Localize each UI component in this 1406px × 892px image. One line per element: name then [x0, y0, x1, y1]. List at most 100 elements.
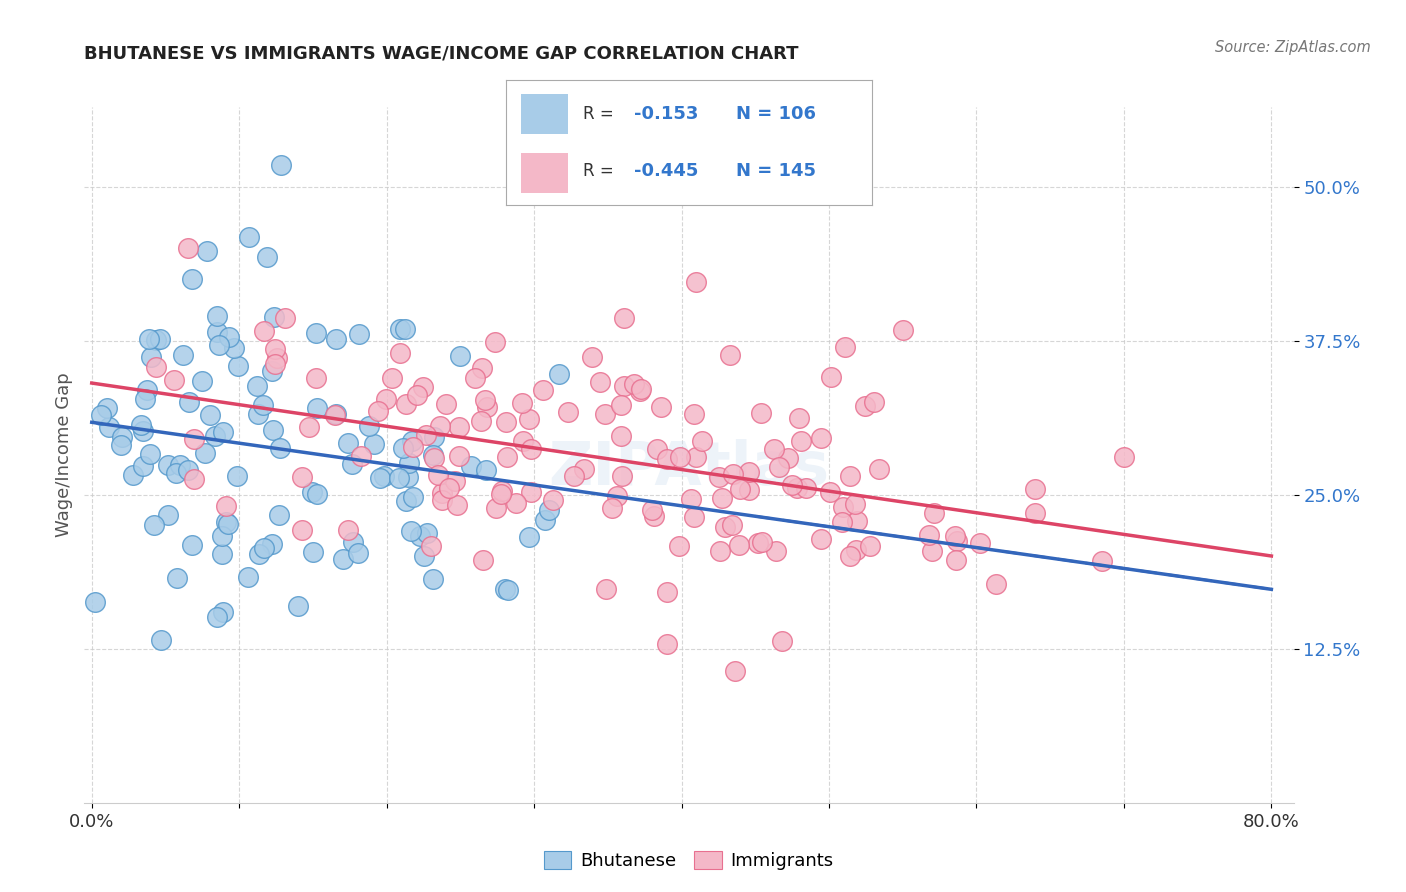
- Point: [820, 485, 842, 500]
- Point: [368, 471, 391, 485]
- Point: [252, 541, 274, 555]
- Text: Source: ZipAtlas.com: Source: ZipAtlas.com: [1215, 40, 1371, 55]
- Point: [838, 549, 860, 564]
- Point: [581, 350, 603, 364]
- Point: [90, 408, 112, 422]
- Point: [432, 493, 454, 508]
- Point: [868, 461, 890, 475]
- Point: [790, 434, 813, 448]
- Point: [776, 450, 799, 465]
- Point: [1024, 506, 1046, 520]
- Point: [180, 538, 202, 552]
- Point: [724, 664, 747, 678]
- Point: [205, 610, 228, 624]
- Point: [1024, 483, 1046, 497]
- Point: [495, 415, 517, 429]
- Point: [342, 535, 364, 549]
- Point: [388, 322, 411, 336]
- Point: [325, 332, 347, 346]
- Point: [595, 582, 617, 596]
- Point: [768, 460, 790, 475]
- Point: [266, 351, 288, 365]
- Point: [718, 348, 741, 362]
- Point: [228, 359, 250, 373]
- Y-axis label: Wage/Income Gap: Wage/Income Gap: [55, 373, 73, 537]
- Point: [135, 383, 157, 397]
- Point: [707, 470, 730, 484]
- Point: [863, 395, 886, 409]
- Point: [129, 418, 152, 433]
- Point: [157, 508, 180, 523]
- Point: [510, 396, 533, 410]
- Point: [177, 462, 200, 476]
- Point: [412, 380, 434, 394]
- Point: [332, 552, 354, 566]
- Point: [205, 325, 228, 339]
- Point: [432, 485, 454, 500]
- Point: [810, 532, 832, 546]
- Point: [347, 326, 370, 341]
- Point: [749, 407, 772, 421]
- Point: [256, 250, 278, 264]
- Point: [207, 309, 229, 323]
- Point: [922, 506, 945, 520]
- Point: [668, 539, 690, 553]
- Point: [381, 371, 404, 385]
- Point: [475, 401, 498, 415]
- Point: [305, 326, 328, 341]
- Point: [252, 398, 274, 412]
- Point: [681, 492, 703, 507]
- Point: [423, 430, 446, 444]
- Point: [643, 509, 665, 524]
- Point: [163, 373, 186, 387]
- Point: [496, 583, 519, 598]
- Point: [262, 423, 284, 437]
- Text: -0.153: -0.153: [634, 105, 699, 123]
- Point: [183, 432, 205, 446]
- Point: [641, 503, 664, 517]
- Point: [347, 546, 370, 560]
- Point: [111, 430, 134, 444]
- Point: [183, 472, 205, 486]
- Point: [610, 399, 633, 413]
- Legend: Bhutanese, Immigrants: Bhutanese, Immigrants: [537, 844, 841, 877]
- Point: [325, 407, 347, 421]
- Point: [181, 272, 204, 286]
- Point: [945, 553, 967, 567]
- Point: [409, 529, 432, 543]
- Point: [217, 517, 239, 532]
- Point: [429, 419, 451, 434]
- Point: [134, 392, 156, 406]
- Point: [246, 378, 269, 392]
- Point: [474, 393, 496, 408]
- Point: [969, 536, 991, 550]
- Point: [946, 533, 969, 548]
- Point: [723, 467, 745, 482]
- Point: [387, 471, 409, 485]
- Point: [247, 548, 270, 562]
- Point: [401, 441, 423, 455]
- Point: [786, 482, 808, 496]
- Point: [367, 404, 389, 418]
- Point: [195, 244, 218, 258]
- Point: [713, 520, 735, 534]
- Point: [336, 523, 359, 537]
- Point: [645, 442, 668, 456]
- Point: [238, 570, 260, 584]
- Point: [984, 577, 1007, 591]
- Point: [517, 530, 540, 544]
- Point: [211, 547, 233, 561]
- Point: [395, 493, 418, 508]
- Point: [484, 334, 506, 349]
- Point: [138, 332, 160, 346]
- Point: [222, 341, 245, 355]
- Point: [253, 324, 276, 338]
- Point: [1091, 554, 1114, 568]
- Point: [683, 510, 706, 524]
- Point: [225, 468, 247, 483]
- Point: [394, 321, 416, 335]
- Point: [350, 449, 373, 463]
- Point: [177, 394, 200, 409]
- Point: [274, 310, 297, 325]
- Point: [388, 346, 411, 360]
